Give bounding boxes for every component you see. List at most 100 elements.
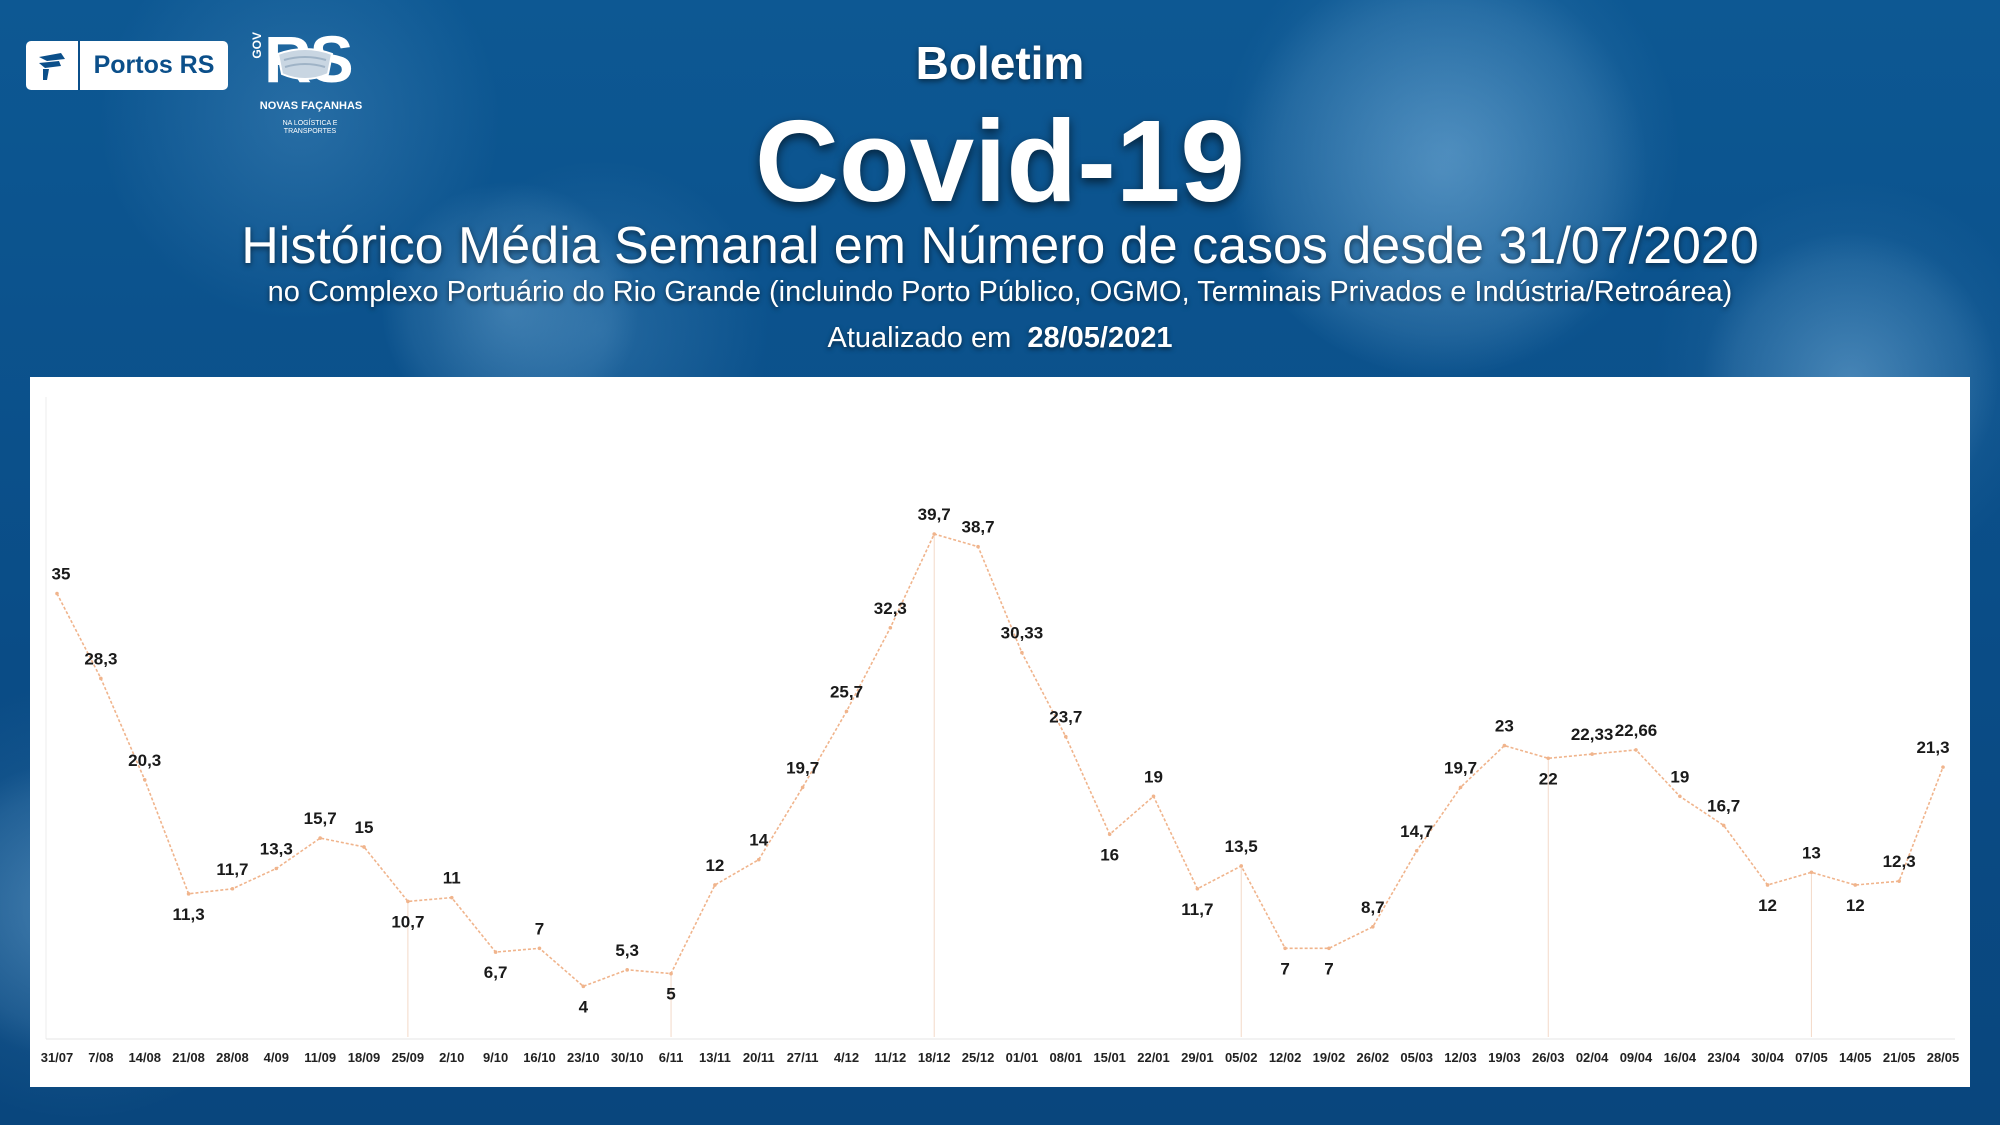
data-label: 5,3 — [615, 941, 639, 960]
x-tick-label: 14/05 — [1839, 1050, 1872, 1065]
x-tick-label: 25/12 — [962, 1050, 995, 1065]
x-tick-label: 23/04 — [1707, 1050, 1740, 1065]
data-point — [1151, 794, 1156, 799]
data-label: 23 — [1495, 717, 1514, 736]
data-label: 19 — [1670, 767, 1689, 786]
virus-decoration — [1230, 0, 1650, 380]
updated-line: Atualizado em 28/05/2021 — [0, 318, 2000, 358]
data-point — [581, 984, 586, 989]
data-point — [1107, 832, 1112, 837]
x-tick-label: 02/04 — [1576, 1050, 1609, 1065]
x-tick-label: 11/09 — [304, 1050, 336, 1065]
data-point — [1414, 848, 1419, 853]
description: no Complexo Portuário do Rio Grande (inc… — [267, 276, 1733, 308]
data-label: 14,7 — [1400, 822, 1433, 841]
data-label: 16,7 — [1707, 796, 1740, 815]
data-label: 23,7 — [1049, 708, 1082, 727]
portos-rs-logo-text: Portos RS — [93, 51, 215, 79]
x-tick-label: 30/04 — [1751, 1050, 1784, 1065]
x-tick-label: 11/12 — [874, 1050, 906, 1065]
data-point — [537, 946, 542, 951]
x-tick-label: 20/11 — [743, 1050, 775, 1065]
data-label: 13,5 — [1225, 837, 1258, 856]
data-label: 22,33 — [1571, 725, 1614, 744]
x-tick-label: 16/04 — [1664, 1050, 1697, 1065]
kicker: Boletim — [915, 37, 1085, 89]
data-point — [1283, 946, 1287, 951]
data-label: 14 — [749, 831, 768, 850]
x-tick-label: 25/09 — [392, 1050, 425, 1065]
x-tick-label: 09/04 — [1620, 1050, 1653, 1065]
data-point — [1721, 823, 1726, 828]
data-point — [1590, 752, 1594, 756]
data-label: 10,7 — [391, 912, 424, 931]
data-point — [756, 857, 761, 862]
data-point — [1809, 870, 1814, 875]
data-label: 32,3 — [874, 599, 907, 618]
chart-panel: 35 28,3 20,3 11,3 11,7 13,3 15,7 15 10,7 11 6,7 7 4 5… — [30, 377, 1970, 1087]
x-tick-label: 27/11 — [787, 1050, 819, 1065]
data-point — [1678, 794, 1682, 799]
data-point — [1371, 924, 1375, 929]
page-title: Covid-19 — [755, 96, 1245, 226]
data-point — [1458, 785, 1463, 790]
x-tick-label: 05/03 — [1400, 1050, 1433, 1065]
x-tick-label: 12/03 — [1444, 1050, 1477, 1065]
x-tick-label: 19/03 — [1488, 1050, 1521, 1065]
updated-date: 28/05/2021 — [1027, 322, 1173, 354]
x-tick-label: 01/01 — [1006, 1050, 1039, 1065]
data-label: 35 — [52, 565, 71, 584]
data-point — [1546, 756, 1551, 761]
x-tick-label: 29/01 — [1181, 1050, 1214, 1065]
data-point — [669, 971, 673, 976]
data-label: 11,7 — [1181, 900, 1213, 919]
x-tick-label: 21/05 — [1883, 1050, 1916, 1065]
data-label: 7 — [1324, 959, 1333, 978]
data-point — [142, 777, 147, 782]
x-tick-label: 07/05 — [1795, 1050, 1828, 1065]
data-point — [1327, 946, 1331, 951]
x-tick-label: 08/01 — [1050, 1050, 1083, 1065]
mask-icon — [276, 48, 334, 80]
x-tick-label: 4/09 — [264, 1050, 289, 1065]
x-tick-label: 18/09 — [348, 1050, 381, 1065]
slogan-sub: NA LOGÍSTICA E TRANSPORTES — [282, 120, 338, 135]
x-tick-label: 28/05 — [1927, 1050, 1960, 1065]
x-tick-label: 15/01 — [1093, 1050, 1126, 1065]
data-point — [362, 845, 366, 849]
x-tick-label: 19/02 — [1313, 1050, 1346, 1065]
data-label: 5 — [666, 985, 675, 1004]
x-tick-label: 30/10 — [611, 1050, 644, 1065]
x-tick-label: 14/08 — [128, 1050, 161, 1065]
data-label: 8,7 — [1361, 898, 1385, 917]
data-label: 22 — [1539, 769, 1558, 788]
x-tick-label: 18/12 — [918, 1050, 951, 1065]
data-label: 12,3 — [1883, 852, 1916, 871]
data-point — [1020, 650, 1024, 655]
data-label: 6,7 — [484, 963, 508, 982]
data-label: 11,3 — [173, 905, 205, 924]
data-point — [274, 866, 279, 871]
x-tick-label: 28/08 — [216, 1050, 249, 1065]
data-point — [932, 532, 937, 536]
line-chart: 35 28,3 20,3 11,3 11,7 13,3 15,7 15 10,7 11 6,7 7 4 5… — [41, 397, 1960, 1065]
data-label: 13 — [1802, 843, 1821, 862]
data-point — [318, 836, 322, 840]
data-label: 19 — [1144, 767, 1163, 786]
data-point — [800, 785, 805, 790]
data-label: 19,7 — [786, 758, 819, 777]
data-point — [1063, 734, 1068, 739]
data-label: 12 — [1846, 896, 1865, 915]
data-label: 16 — [1100, 845, 1119, 864]
data-label: 12 — [705, 856, 724, 875]
data-point — [1897, 879, 1901, 883]
x-tick-label: 7/08 — [88, 1050, 113, 1065]
data-label: 21,3 — [1916, 738, 1949, 757]
series-line — [56, 533, 1944, 988]
x-tick-label: 26/03 — [1532, 1050, 1565, 1065]
data-label: 11 — [443, 869, 461, 888]
data-point — [888, 625, 893, 630]
data-label: 30,33 — [1001, 624, 1044, 643]
data-point — [1195, 886, 1200, 891]
data-label: 12 — [1758, 896, 1777, 915]
